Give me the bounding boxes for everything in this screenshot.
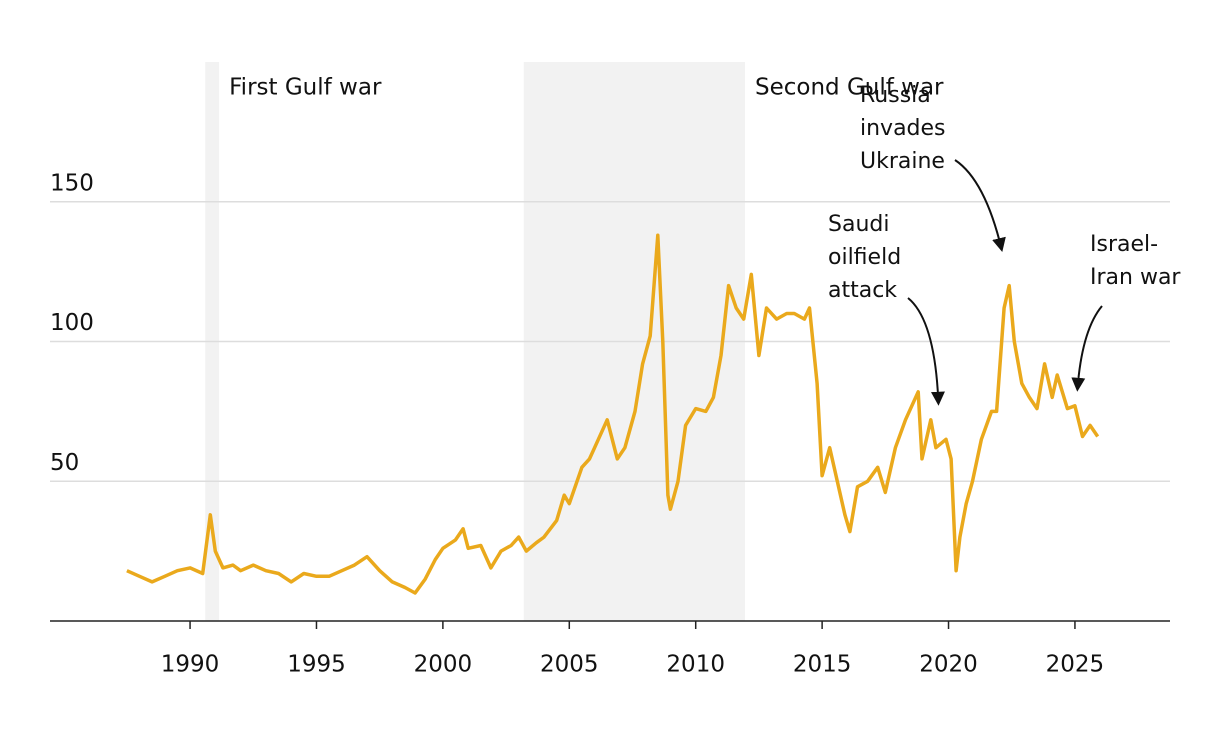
- annotation-text: Israel-: [1090, 232, 1158, 257]
- annotation-arrow: [1071, 305, 1103, 392]
- annotation-arrow: [907, 297, 945, 406]
- annotation-text: Russia: [860, 83, 931, 108]
- x-tick-label: 2025: [1046, 652, 1105, 678]
- annotation-text: Ukraine: [860, 149, 945, 174]
- annotation-text: Saudi: [828, 212, 889, 237]
- annotation-text: attack: [828, 278, 897, 303]
- x-tick-label: 2000: [414, 652, 473, 678]
- price-line: [126, 233, 1100, 595]
- y-tick-label: 100: [50, 310, 94, 336]
- annotation-text: oilfield: [828, 245, 901, 270]
- annotation-text: Iran war: [1090, 265, 1181, 290]
- x-tick-label: 1990: [161, 652, 220, 678]
- y-tick-label: 150: [50, 170, 94, 196]
- annotation-arrow: [954, 159, 1006, 252]
- x-tick-label: 2005: [540, 652, 599, 678]
- x-tick-label: 2020: [919, 652, 978, 678]
- x-tick-label: 1995: [287, 652, 346, 678]
- x-tick-label: 2010: [666, 652, 725, 678]
- period-label: Second Gulf war: [755, 75, 944, 101]
- period-label: First Gulf war: [229, 75, 382, 101]
- y-tick-label: 50: [50, 450, 79, 476]
- annotation-text: invades: [860, 116, 946, 141]
- x-tick-label: 2015: [793, 652, 852, 678]
